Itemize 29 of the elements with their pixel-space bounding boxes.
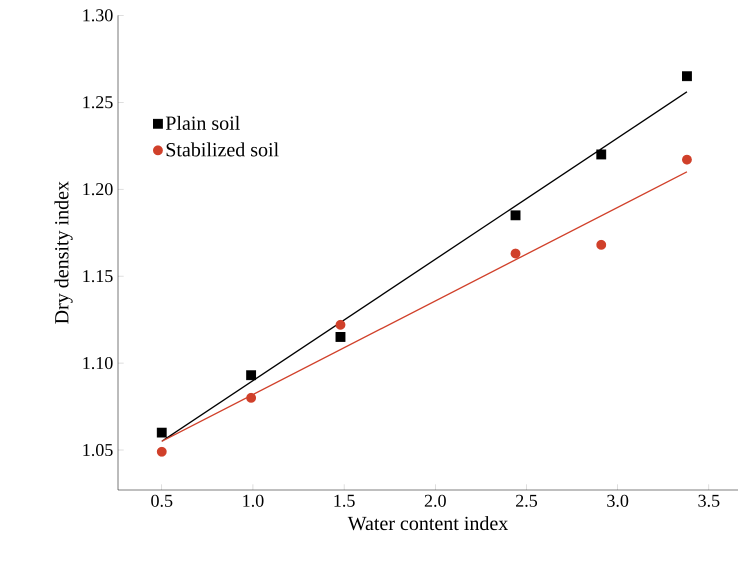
y-tick-label: 1.30 xyxy=(83,9,113,22)
point xyxy=(510,210,520,220)
point xyxy=(246,392,256,403)
x-tick-label: 2.0 xyxy=(424,494,446,507)
x-tick-label: 2.5 xyxy=(516,494,538,507)
legend-label: Plain soil xyxy=(166,116,240,130)
point xyxy=(246,370,256,380)
y-axis-title: Dry density index xyxy=(54,181,73,324)
legend-label: Stabilized soil xyxy=(166,142,279,156)
point xyxy=(336,332,346,342)
y-tick-label: 1.15 xyxy=(83,270,113,282)
x-tick-label: 1.0 xyxy=(243,494,264,507)
y-tick-label: 1.25 xyxy=(83,96,113,108)
y-tick-label: 1.05 xyxy=(83,444,113,456)
x-axis-title: Water content index xyxy=(348,516,508,530)
point xyxy=(682,154,692,165)
y-tick-label: 1.20 xyxy=(83,183,113,196)
point xyxy=(596,240,606,250)
point xyxy=(156,446,167,457)
point xyxy=(510,248,520,258)
y-tick-label: 1.10 xyxy=(83,356,113,370)
x-tick-label: 3.5 xyxy=(698,494,720,507)
x-tick-label: 0.5 xyxy=(151,494,172,507)
point xyxy=(596,149,606,160)
point xyxy=(156,428,167,438)
point xyxy=(336,320,346,330)
point xyxy=(682,71,692,82)
x-tick-label: 3.0 xyxy=(607,494,628,507)
x-tick-label: 1.5 xyxy=(334,494,355,507)
